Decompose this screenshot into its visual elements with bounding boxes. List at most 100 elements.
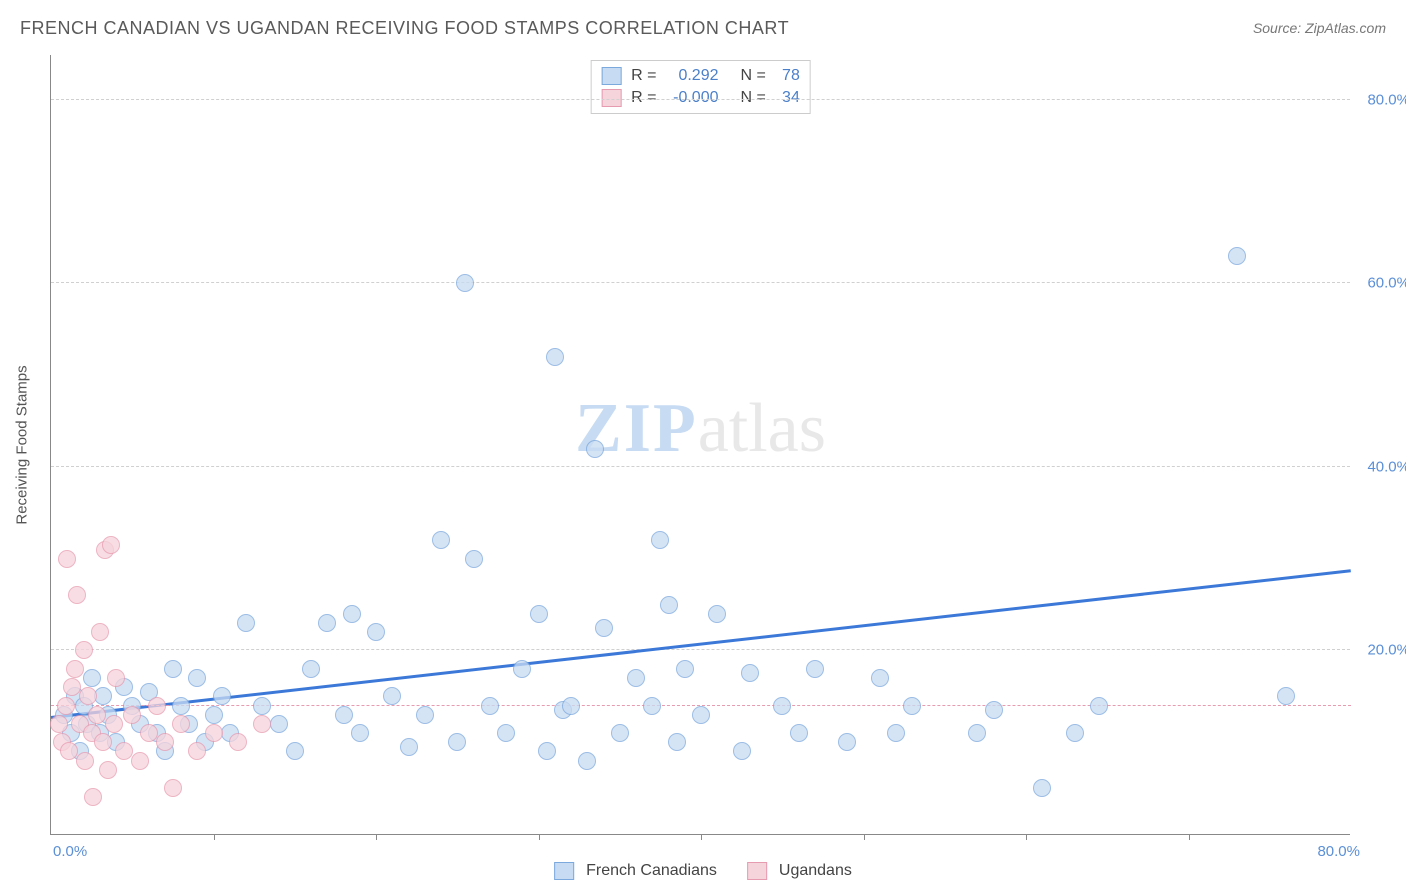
- data-point: [538, 742, 556, 760]
- data-point: [148, 697, 166, 715]
- data-point: [140, 724, 158, 742]
- data-point: [107, 669, 125, 687]
- watermark-atlas: atlas: [698, 390, 826, 467]
- swatch-series2: [747, 862, 767, 880]
- data-point: [448, 733, 466, 751]
- data-point: [627, 669, 645, 687]
- yaxis-title: Receiving Food Stamps: [14, 365, 31, 524]
- data-point: [432, 531, 450, 549]
- data-point: [188, 742, 206, 760]
- grid-line: [51, 466, 1350, 467]
- legend-item-series2: Ugandans: [747, 862, 852, 880]
- data-point: [131, 752, 149, 770]
- yaxis-tick-label: 60.0%: [1355, 275, 1406, 292]
- data-point: [335, 706, 353, 724]
- data-point: [115, 742, 133, 760]
- source-attribution: Source: ZipAtlas.com: [1253, 20, 1386, 36]
- stats-legend: R = 0.292 N = 78 R = -0.000 N = 34: [590, 60, 811, 114]
- data-point: [205, 724, 223, 742]
- chart-title: FRENCH CANADIAN VS UGANDAN RECEIVING FOO…: [20, 18, 789, 39]
- yaxis-tick-label: 20.0%: [1355, 642, 1406, 659]
- data-point: [57, 697, 75, 715]
- xaxis-tick: [214, 834, 215, 840]
- n-value-series1: 78: [772, 67, 800, 85]
- data-point: [1090, 697, 1108, 715]
- data-point: [668, 733, 686, 751]
- chart-container: Receiving Food Stamps ZIPatlas R = 0.292…: [40, 55, 1380, 835]
- data-point: [806, 660, 824, 678]
- data-point: [66, 660, 84, 678]
- data-point: [903, 697, 921, 715]
- data-point: [708, 605, 726, 623]
- data-point: [94, 733, 112, 751]
- r-value-series1: 0.292: [663, 67, 719, 85]
- grid-line: [51, 649, 1350, 650]
- data-point: [643, 697, 661, 715]
- data-point: [253, 697, 271, 715]
- data-point: [456, 274, 474, 292]
- xaxis-max-label: 80.0%: [1317, 843, 1360, 860]
- data-point: [68, 586, 86, 604]
- bottom-legend: French Canadians Ugandans: [554, 862, 852, 880]
- n-label: N =: [741, 67, 766, 85]
- data-point: [595, 619, 613, 637]
- xaxis-tick: [701, 834, 702, 840]
- data-point: [383, 687, 401, 705]
- data-point: [692, 706, 710, 724]
- r-label: R =: [631, 67, 656, 85]
- data-point: [741, 664, 759, 682]
- data-point: [481, 697, 499, 715]
- data-point: [416, 706, 434, 724]
- data-point: [102, 536, 120, 554]
- data-point: [229, 733, 247, 751]
- xaxis-tick: [1026, 834, 1027, 840]
- data-point: [237, 614, 255, 632]
- data-point: [343, 605, 361, 623]
- data-point: [164, 660, 182, 678]
- data-point: [651, 531, 669, 549]
- legend-label: Ugandans: [779, 862, 852, 880]
- data-point: [88, 706, 106, 724]
- data-point: [270, 715, 288, 733]
- data-point: [58, 550, 76, 568]
- data-point: [79, 687, 97, 705]
- data-point: [76, 752, 94, 770]
- plot-area: ZIPatlas R = 0.292 N = 78 R = -0.000 N =…: [50, 55, 1350, 835]
- trend-line: [51, 569, 1351, 719]
- data-point: [63, 678, 81, 696]
- grid-line: [51, 282, 1350, 283]
- xaxis-tick: [1189, 834, 1190, 840]
- data-point: [253, 715, 271, 733]
- legend-item-series1: French Canadians: [554, 862, 717, 880]
- grid-line: [51, 99, 1350, 100]
- data-point: [530, 605, 548, 623]
- swatch-series1: [554, 862, 574, 880]
- data-point: [562, 697, 580, 715]
- data-point: [91, 623, 109, 641]
- data-point: [660, 596, 678, 614]
- data-point: [985, 701, 1003, 719]
- data-point: [871, 669, 889, 687]
- legend-label: French Canadians: [586, 862, 717, 880]
- yaxis-tick-label: 40.0%: [1355, 458, 1406, 475]
- data-point: [99, 761, 117, 779]
- data-point: [351, 724, 369, 742]
- data-point: [83, 669, 101, 687]
- data-point: [1066, 724, 1084, 742]
- data-point: [733, 742, 751, 760]
- data-point: [188, 669, 206, 687]
- data-point: [156, 733, 174, 751]
- data-point: [578, 752, 596, 770]
- data-point: [586, 440, 604, 458]
- data-point: [172, 697, 190, 715]
- watermark: ZIPatlas: [575, 389, 826, 469]
- data-point: [546, 348, 564, 366]
- data-point: [60, 742, 78, 760]
- data-point: [676, 660, 694, 678]
- data-point: [213, 687, 231, 705]
- data-point: [367, 623, 385, 641]
- data-point: [887, 724, 905, 742]
- data-point: [164, 779, 182, 797]
- data-point: [205, 706, 223, 724]
- swatch-series1: [601, 67, 621, 85]
